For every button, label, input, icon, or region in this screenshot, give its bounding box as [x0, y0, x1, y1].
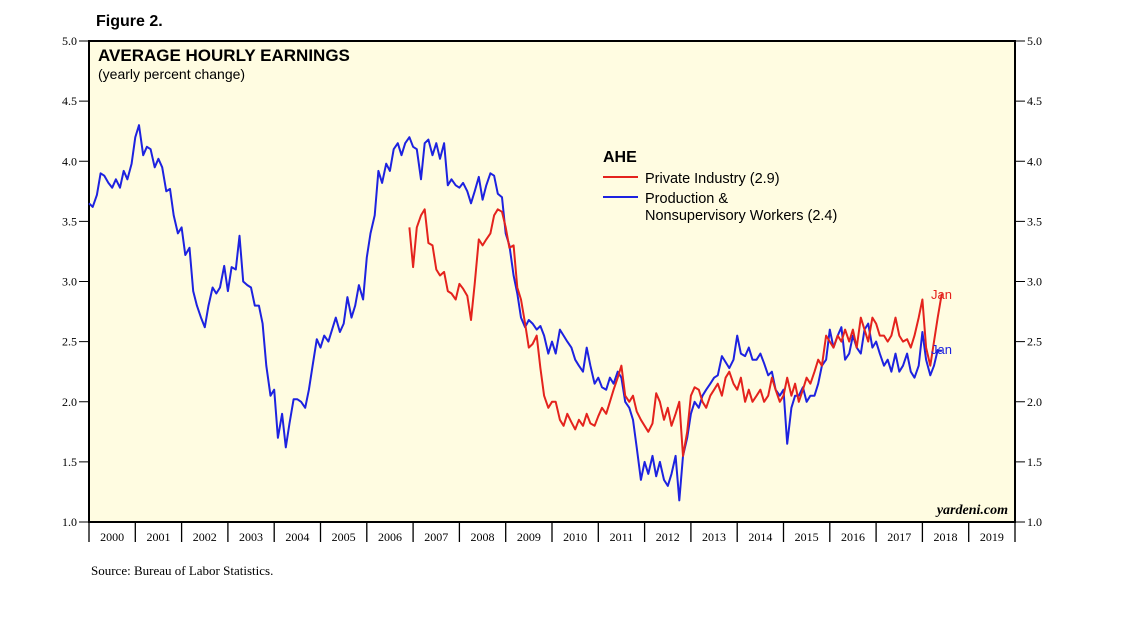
series-line-production-workers — [88, 124, 943, 502]
y-tick-label-left: 4.5 — [62, 94, 77, 108]
y-tick-label-right: 1.0 — [1027, 515, 1042, 529]
y-tick-label-left: 4.0 — [62, 154, 77, 168]
y-tick-label-right: 3.0 — [1027, 275, 1042, 289]
chart-subtitle: (yearly percent change) — [98, 66, 245, 82]
x-tick-label: 2019 — [980, 530, 1004, 544]
y-tick-label-right: 4.5 — [1027, 94, 1042, 108]
x-tick-label: 2016 — [841, 530, 865, 544]
end-label-private: Jan — [931, 287, 952, 302]
legend-label-production-line1: Production & — [645, 191, 728, 207]
y-tick-label-left: 3.0 — [62, 275, 77, 289]
legend: AHE Private Industry (2.9) Production & … — [603, 149, 837, 224]
x-tick-label: 2003 — [239, 530, 263, 544]
chart-title: AVERAGE HOURLY EARNINGS — [98, 46, 350, 65]
x-tick-label: 2012 — [656, 530, 680, 544]
x-tick-label: 2014 — [748, 530, 772, 544]
legend-label-production: Production & Nonsupervisory Workers (2.4… — [645, 191, 837, 224]
x-tick-label: 2018 — [934, 530, 958, 544]
x-tick-label: 2010 — [563, 530, 587, 544]
end-label-production: Jan — [931, 342, 952, 357]
y-tick-label-right: 2.5 — [1027, 335, 1042, 349]
x-tick-label: 2017 — [887, 530, 911, 544]
x-tick-label: 2013 — [702, 530, 726, 544]
x-tick-label: 2009 — [517, 530, 541, 544]
x-tick-label: 2011 — [610, 530, 634, 544]
x-tick-label: 2005 — [332, 530, 356, 544]
y-tick-label-left: 1.0 — [62, 515, 77, 529]
plot-area — [88, 40, 1016, 523]
x-tick-label: 2008 — [471, 530, 495, 544]
brand-watermark: yardeni.com — [935, 503, 1008, 518]
y-tick-label-right: 5.0 — [1027, 34, 1042, 48]
series-line-private-industry — [408, 208, 943, 457]
x-tick-label: 2002 — [193, 530, 217, 544]
series-layer — [88, 124, 943, 502]
axis-ticks: 1.0 1.0 1.5 1.5 2.0 2.0 2.5 2.5 3.0 3.0 3.5 3.5 4.0 4… — [62, 34, 1042, 544]
y-tick-label-right: 4.0 — [1027, 154, 1042, 168]
source-note: Source: Bureau of Labor Statistics. — [91, 563, 273, 578]
legend-label-production-line2: Nonsupervisory Workers (2.4) — [645, 208, 837, 224]
y-tick-label-left: 2.5 — [62, 335, 77, 349]
x-tick-label: 2015 — [795, 530, 819, 544]
figure-label: Figure 2. — [96, 13, 163, 30]
legend-label-private: Private Industry (2.9) — [645, 171, 780, 187]
legend-title: AHE — [603, 149, 637, 166]
y-tick-label-right: 3.5 — [1027, 214, 1042, 228]
x-tick-label: 2000 — [100, 530, 124, 544]
y-tick-label-right: 1.5 — [1027, 455, 1042, 469]
y-tick-label-left: 3.5 — [62, 214, 77, 228]
y-tick-label-right: 2.0 — [1027, 395, 1042, 409]
x-tick-label: 2001 — [146, 530, 170, 544]
y-tick-label-left: 5.0 — [62, 34, 77, 48]
y-tick-label-left: 1.5 — [62, 455, 77, 469]
x-tick-label: 2004 — [285, 530, 309, 544]
y-tick-label-left: 2.0 — [62, 395, 77, 409]
x-tick-label: 2007 — [424, 530, 448, 544]
x-tick-label: 2006 — [378, 530, 402, 544]
